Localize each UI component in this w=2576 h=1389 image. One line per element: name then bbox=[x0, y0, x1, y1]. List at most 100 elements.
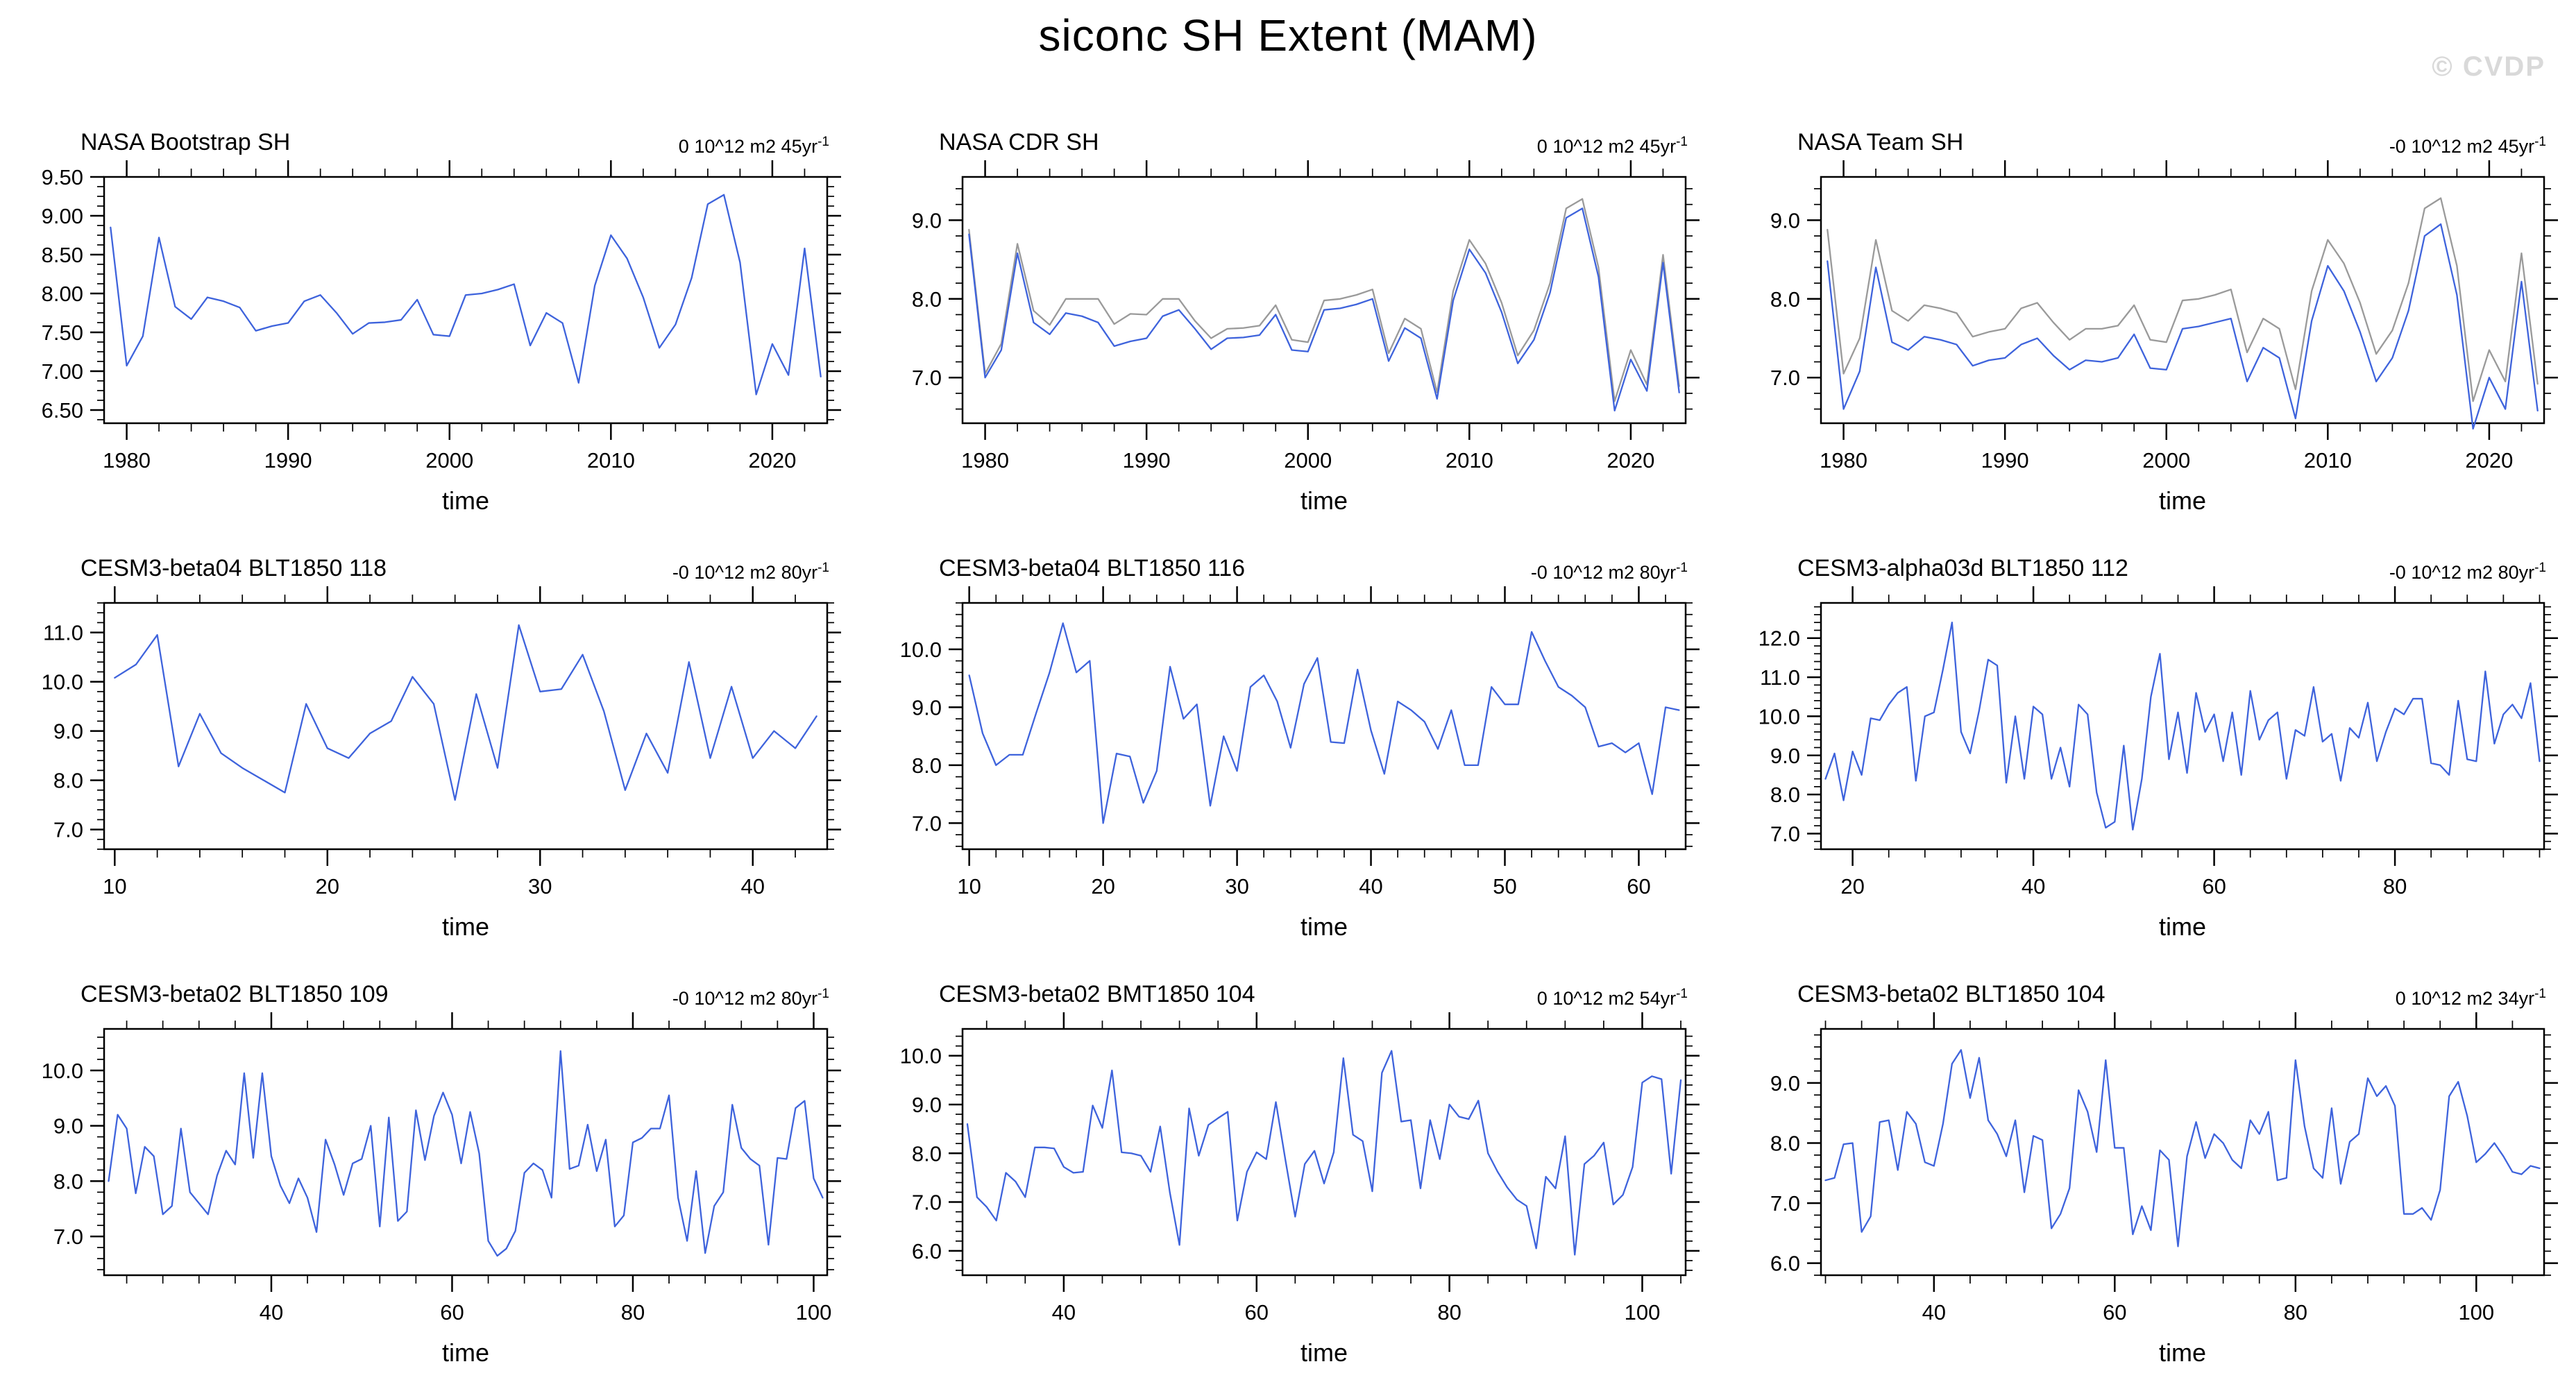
plot-frame bbox=[103, 176, 829, 425]
panel-title: CESM3-beta02 BLT1850 109 bbox=[80, 981, 389, 1007]
y-tick-label: 8.0 bbox=[53, 1169, 83, 1193]
line-chart: 1980 1990 2000 2010 2020 7.0 8.0 9.0 time bbox=[1770, 160, 2558, 515]
panel-units-text: -0 10^12 m2 80yr bbox=[2389, 562, 2535, 583]
panel-units-superscript: -1 bbox=[2534, 987, 2546, 1001]
x-axis-title: time bbox=[2159, 912, 2206, 941]
data-line-obs-secondary bbox=[1827, 197, 2539, 402]
x-tick-label: 20 bbox=[1840, 874, 1864, 898]
y-tick-label: 6.50 bbox=[42, 398, 83, 423]
panel-title: CESM3-beta04 BLT1850 116 bbox=[939, 555, 1246, 581]
plot-frame bbox=[961, 1028, 1687, 1277]
chart-panel-cesm3-beta04-blt1850-116: CESM3-beta04 BLT1850 116 -0 10^12 m2 80y… bbox=[858, 537, 1717, 963]
panel-units: 0 10^12 m2 45yr-1 bbox=[1537, 135, 1688, 157]
x-tick-label: 40 bbox=[740, 874, 764, 898]
x-axis-title: time bbox=[1300, 912, 1348, 941]
x-tick-label: 2000 bbox=[2142, 448, 2190, 472]
x-tick-label: 2010 bbox=[2304, 448, 2352, 472]
x-tick-label: 80 bbox=[2383, 874, 2407, 898]
y-tick-label: 11.0 bbox=[43, 621, 83, 645]
x-tick-label: 2010 bbox=[587, 448, 635, 472]
x-axis-title: time bbox=[442, 1338, 489, 1367]
x-tick-label: 100 bbox=[2458, 1300, 2494, 1324]
y-tick-label: 9.0 bbox=[912, 1093, 942, 1117]
plot-frame bbox=[1820, 602, 2545, 851]
y-tick-label: 9.00 bbox=[42, 204, 83, 228]
panel-units: 0 10^12 m2 34yr-1 bbox=[2396, 987, 2546, 1009]
y-tick-label: 9.0 bbox=[912, 695, 942, 719]
x-tick-label: 1990 bbox=[264, 448, 312, 472]
y-tick-label: 12.0 bbox=[1759, 627, 1800, 651]
line-chart: 40 60 80 100 6.0 7.0 8.0 9.0 10.0 time bbox=[900, 1012, 1700, 1367]
data-line-extent bbox=[966, 1050, 1682, 1256]
panel-units-text: -0 10^12 m2 80yr bbox=[672, 562, 818, 583]
panel-title: NASA CDR SH bbox=[939, 129, 1099, 155]
y-tick-label: 9.50 bbox=[42, 165, 83, 189]
panel-units-superscript: -1 bbox=[817, 561, 829, 575]
panel-units: 0 10^12 m2 54yr-1 bbox=[1537, 987, 1688, 1009]
y-tick-label: 7.0 bbox=[1770, 366, 1800, 390]
line-chart: 10 20 30 40 50 60 7.0 8.0 9.0 10.0 time bbox=[900, 586, 1700, 941]
panel-units: -0 10^12 m2 80yr-1 bbox=[2389, 561, 2546, 583]
chart-panel-cesm3-beta02-blt1850-109: CESM3-beta02 BLT1850 109 -0 10^12 m2 80y… bbox=[0, 963, 858, 1389]
x-tick-label: 20 bbox=[1091, 874, 1115, 898]
y-tick-label: 8.0 bbox=[912, 753, 942, 778]
x-axis-title: time bbox=[2159, 486, 2206, 515]
panel-title: NASA Team SH bbox=[1797, 129, 1964, 155]
data-line-extent bbox=[108, 1050, 824, 1257]
data-line-extent bbox=[1824, 1049, 2541, 1247]
data-line-extent bbox=[968, 622, 1680, 824]
line-chart: 40 60 80 100 7.0 8.0 9.0 10.0 time bbox=[42, 1012, 841, 1367]
chart-panel-nasa-cdr-sh: NASA CDR SH 0 10^12 m2 45yr-1 1980 1990 20… bbox=[858, 111, 1717, 537]
y-tick-label: 9.0 bbox=[1770, 1071, 1800, 1096]
y-tick-label: 8.0 bbox=[1770, 1132, 1800, 1156]
x-tick-label: 60 bbox=[2202, 874, 2226, 898]
panel-units-superscript: -1 bbox=[1676, 987, 1688, 1001]
line-chart: 10 20 30 40 7.0 8.0 9.0 10.0 11.0 time bbox=[42, 586, 841, 941]
y-tick-label: 8.50 bbox=[42, 243, 83, 267]
x-tick-label: 40 bbox=[1922, 1300, 1946, 1324]
y-tick-label: 8.0 bbox=[912, 287, 942, 312]
y-tick-label: 6.0 bbox=[912, 1239, 942, 1263]
x-tick-label: 20 bbox=[316, 874, 339, 898]
panel-units: -0 10^12 m2 45yr-1 bbox=[2389, 135, 2546, 157]
data-line-extent bbox=[110, 194, 822, 395]
x-axis-title: time bbox=[1300, 1338, 1348, 1367]
y-tick-label: 9.0 bbox=[1770, 208, 1800, 232]
y-tick-label: 10.0 bbox=[42, 670, 83, 694]
panel-units-superscript: -1 bbox=[2534, 561, 2546, 575]
x-tick-label: 2000 bbox=[1284, 448, 1332, 472]
x-tick-label: 100 bbox=[1625, 1300, 1661, 1324]
y-tick-label: 8.0 bbox=[1770, 287, 1800, 312]
chart-panel-cesm3-alpha03d-blt1850-112: CESM3-alpha03d BLT1850 112 -0 10^12 m2 8… bbox=[1717, 537, 2575, 963]
panel-units-text: -0 10^12 m2 45yr bbox=[2389, 136, 2535, 157]
page-title: siconc SH Extent (MAM) bbox=[1038, 10, 1538, 60]
x-tick-label: 80 bbox=[2284, 1300, 2307, 1324]
x-tick-label: 40 bbox=[260, 1300, 283, 1324]
y-tick-label: 7.0 bbox=[1770, 821, 1800, 846]
x-tick-label: 2000 bbox=[425, 448, 473, 472]
plot-frame bbox=[961, 176, 1687, 425]
panel-units-text: 0 10^12 m2 45yr bbox=[1536, 136, 1677, 157]
y-tick-label: 8.0 bbox=[53, 769, 83, 793]
y-tick-label: 7.00 bbox=[42, 359, 83, 384]
x-tick-label: 2020 bbox=[2465, 448, 2513, 472]
y-tick-label: 7.0 bbox=[53, 1225, 83, 1249]
panel-title: NASA Bootstrap SH bbox=[80, 129, 291, 155]
y-tick-label: 7.50 bbox=[42, 321, 83, 345]
y-tick-label: 6.0 bbox=[1770, 1252, 1800, 1276]
y-tick-label: 7.0 bbox=[912, 811, 942, 835]
line-chart: 40 60 80 100 6.0 7.0 8.0 9.0 time bbox=[1770, 1012, 2558, 1367]
y-tick-label: 10.0 bbox=[900, 638, 942, 662]
panel-title: CESM3-beta04 BLT1850 118 bbox=[80, 555, 387, 581]
x-tick-label: 80 bbox=[621, 1300, 645, 1324]
panel-units-superscript: -1 bbox=[817, 987, 829, 1001]
plot-frame bbox=[1820, 1028, 2545, 1277]
panel-units: -0 10^12 m2 80yr-1 bbox=[1531, 561, 1688, 583]
x-axis-title: time bbox=[2159, 1338, 2206, 1367]
x-tick-label: 100 bbox=[796, 1300, 832, 1324]
x-tick-label: 30 bbox=[528, 874, 552, 898]
line-chart: 1980 1990 2000 2010 2020 7.0 8.0 9.0 time bbox=[912, 160, 1700, 515]
x-tick-label: 10 bbox=[103, 874, 126, 898]
plot-frame bbox=[103, 602, 829, 851]
panel-units-text: -0 10^12 m2 80yr bbox=[1530, 562, 1677, 583]
